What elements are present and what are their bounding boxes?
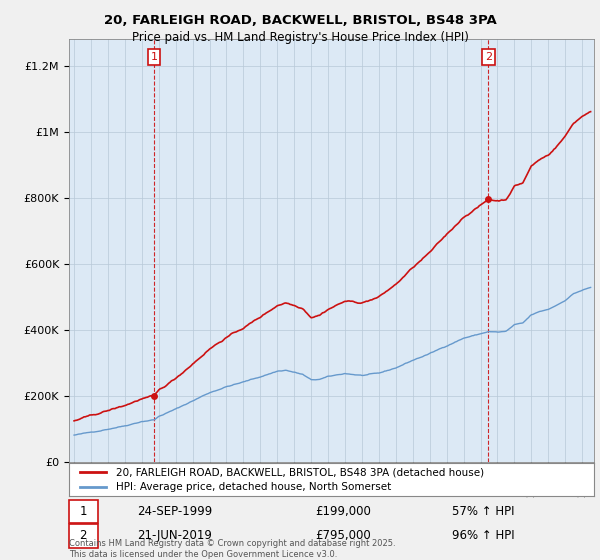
Text: 2: 2 — [485, 52, 492, 62]
Text: 1: 1 — [79, 505, 87, 519]
FancyBboxPatch shape — [69, 500, 98, 524]
Text: HPI: Average price, detached house, North Somerset: HPI: Average price, detached house, Nort… — [116, 483, 392, 492]
Text: 2: 2 — [79, 529, 87, 543]
FancyBboxPatch shape — [69, 524, 98, 548]
Text: 96% ↑ HPI: 96% ↑ HPI — [452, 529, 515, 543]
Text: Price paid vs. HM Land Registry's House Price Index (HPI): Price paid vs. HM Land Registry's House … — [131, 31, 469, 44]
Text: 24-SEP-1999: 24-SEP-1999 — [137, 505, 212, 519]
Text: 20, FARLEIGH ROAD, BACKWELL, BRISTOL, BS48 3PA (detached house): 20, FARLEIGH ROAD, BACKWELL, BRISTOL, BS… — [116, 467, 484, 477]
Text: £199,000: £199,000 — [316, 505, 371, 519]
Text: 57% ↑ HPI: 57% ↑ HPI — [452, 505, 515, 519]
Text: 1: 1 — [151, 52, 158, 62]
Text: Contains HM Land Registry data © Crown copyright and database right 2025.
This d: Contains HM Land Registry data © Crown c… — [69, 539, 395, 559]
Text: 20, FARLEIGH ROAD, BACKWELL, BRISTOL, BS48 3PA: 20, FARLEIGH ROAD, BACKWELL, BRISTOL, BS… — [104, 14, 496, 27]
Text: 21-JUN-2019: 21-JUN-2019 — [137, 529, 212, 543]
Text: £795,000: £795,000 — [316, 529, 371, 543]
